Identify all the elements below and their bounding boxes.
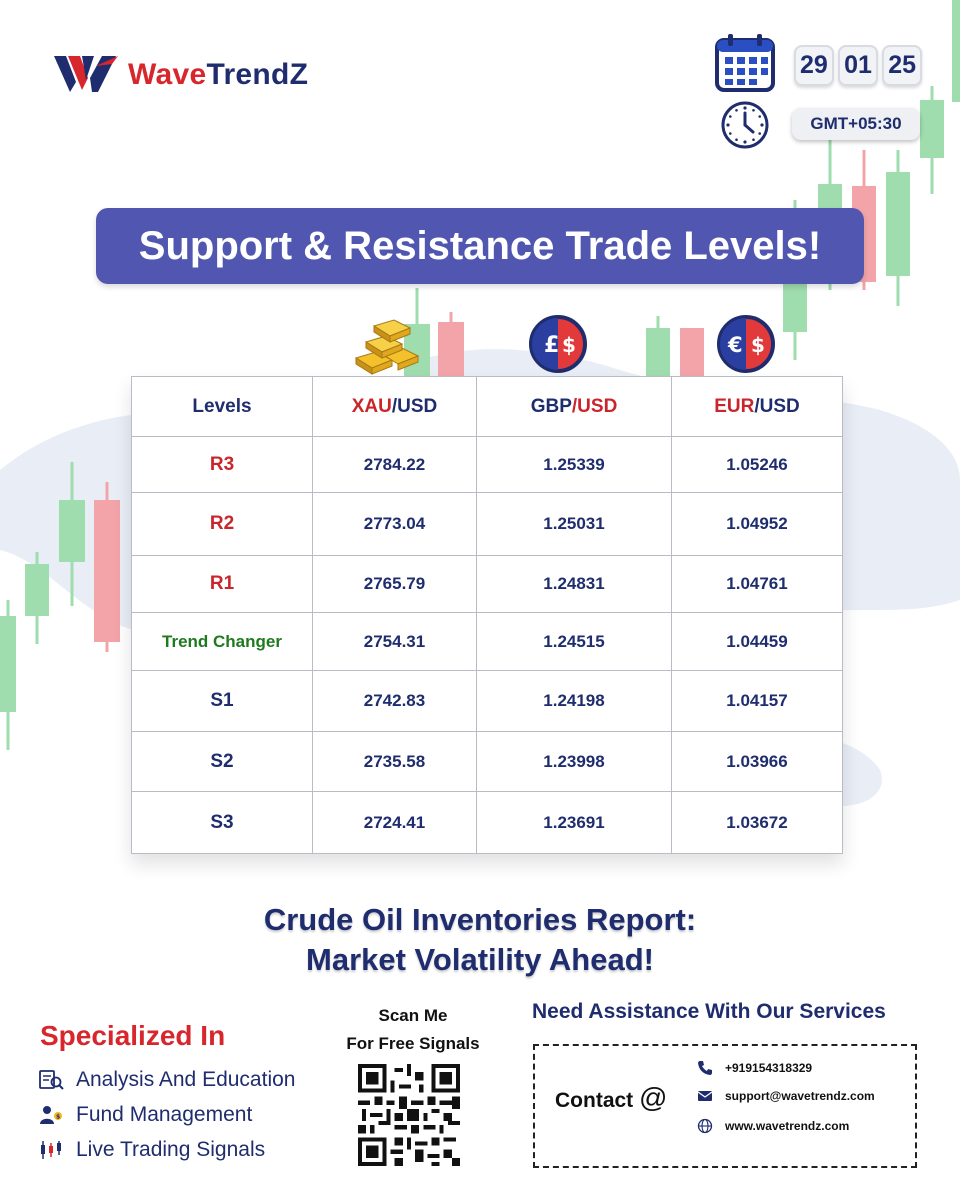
- date-year: 25: [882, 44, 922, 86]
- gbp-value: 1.24515: [476, 612, 672, 671]
- phone-icon: [698, 1061, 712, 1075]
- contact-box: Contact @ +919154318329 support@wavetren…: [533, 1044, 917, 1168]
- table-row: S2 2735.58 1.23998 1.03966: [131, 731, 843, 792]
- table-row: S3 2724.41 1.23691 1.03672: [131, 791, 843, 854]
- contact-email[interactable]: support@wavetrendz.com: [697, 1088, 875, 1104]
- candlestick: [438, 312, 464, 378]
- eur-value: 1.03966: [671, 731, 843, 792]
- header-xau-usd: XAU/USD: [312, 376, 477, 437]
- specialized-title: Specialized In: [40, 1020, 226, 1051]
- specialized-list: Analysis And Education $ Fund Management…: [38, 1062, 295, 1167]
- fund-icon: $: [40, 1105, 62, 1124]
- list-item: Live Trading Signals: [38, 1132, 295, 1167]
- svg-text:€: €: [727, 333, 743, 357]
- level-label: S3: [131, 791, 313, 854]
- brand-name: WaveTrendZ: [128, 58, 309, 91]
- table-row: R3 2784.22 1.25339 1.05246: [131, 436, 843, 493]
- headline-line-2: Market Volatility Ahead!: [306, 942, 654, 977]
- email-icon: [697, 1091, 713, 1101]
- table-row: R1 2765.79 1.24831 1.04761: [131, 555, 843, 613]
- wave-logo-icon: [54, 56, 118, 92]
- eur-value: 1.04459: [671, 612, 843, 671]
- brand-logo[interactable]: WaveTrendZ: [52, 52, 308, 98]
- header-levels: Levels: [131, 376, 313, 437]
- level-label: R3: [131, 436, 313, 493]
- xau-value: 2765.79: [312, 555, 477, 613]
- gbp-value: 1.25339: [476, 436, 672, 493]
- assistance-title: Need Assistance With Our Services: [532, 1000, 886, 1023]
- gbp-usd-icon: £ $: [529, 315, 587, 373]
- qr-code-icon[interactable]: [358, 1064, 460, 1166]
- page-title: Support & Resistance Trade Levels!: [96, 208, 864, 284]
- header-gbp-usd: GBP/USD: [476, 376, 672, 437]
- xau-value: 2724.41: [312, 791, 477, 854]
- headline-line-1: Crude Oil Inventories Report:: [263, 902, 697, 937]
- signals-icon: [41, 1140, 61, 1159]
- level-label: S2: [131, 731, 313, 792]
- candlestick: [886, 150, 910, 306]
- table-row: S1 2742.83 1.24198 1.04157: [131, 670, 843, 732]
- gbp-value: 1.23691: [476, 791, 672, 854]
- gbp-value: 1.25031: [476, 492, 672, 556]
- level-label: R1: [131, 555, 313, 613]
- contact-website[interactable]: www.wavetrendz.com: [697, 1118, 849, 1134]
- analysis-icon: [39, 1069, 64, 1090]
- table-header-row: Levels XAU/USD GBP/USD EUR/USD: [131, 376, 843, 437]
- candlestick: [94, 482, 120, 652]
- xau-value: 2735.58: [312, 731, 477, 792]
- contact-phone[interactable]: +919154318329: [697, 1060, 812, 1076]
- xau-value: 2773.04: [312, 492, 477, 556]
- date-day: 29: [794, 44, 834, 86]
- eur-value: 1.04157: [671, 670, 843, 732]
- globe-icon: [697, 1118, 713, 1134]
- level-label: Trend Changer: [131, 612, 313, 671]
- candlestick: [920, 86, 944, 194]
- eur-value: 1.04761: [671, 555, 843, 613]
- table-row: Trend Changer 2754.31 1.24515 1.04459: [131, 612, 843, 671]
- eur-usd-icon: € $: [717, 315, 775, 373]
- clock-icon: [721, 101, 769, 149]
- list-item: Analysis And Education: [38, 1062, 295, 1097]
- candlestick: [952, 0, 960, 102]
- date-display: 29 01 25: [788, 42, 928, 88]
- news-headline: Crude Oil Inventories Report: Market Vol…: [0, 900, 960, 980]
- gold-bars-icon: [354, 319, 420, 375]
- header-eur-usd: EUR/USD: [671, 376, 843, 437]
- svg-text:$: $: [562, 333, 576, 357]
- xau-value: 2784.22: [312, 436, 477, 493]
- timezone-badge: GMT+05:30: [792, 108, 920, 140]
- calendar-icon: [715, 34, 775, 92]
- candlestick: [680, 328, 704, 378]
- eur-value: 1.05246: [671, 436, 843, 493]
- gbp-value: 1.24831: [476, 555, 672, 613]
- eur-value: 1.04952: [671, 492, 843, 556]
- contact-label: Contact @: [555, 1082, 668, 1113]
- list-item: $ Fund Management: [38, 1097, 295, 1132]
- candlestick: [646, 316, 670, 378]
- table-row: R2 2773.04 1.25031 1.04952: [131, 492, 843, 556]
- gbp-value: 1.24198: [476, 670, 672, 732]
- level-label: S1: [131, 670, 313, 732]
- date-month: 01: [838, 44, 878, 86]
- candlestick: [59, 462, 85, 606]
- levels-table: Levels XAU/USD GBP/USD EUR/USD R3 2784.2…: [131, 376, 843, 854]
- candlestick: [25, 552, 49, 644]
- xau-value: 2754.31: [312, 612, 477, 671]
- scan-caption: Scan Me For Free Signals: [346, 1006, 480, 1053]
- level-label: R2: [131, 492, 313, 556]
- gbp-value: 1.23998: [476, 731, 672, 792]
- xau-value: 2742.83: [312, 670, 477, 732]
- candlestick: [0, 600, 16, 750]
- svg-text:$: $: [56, 1113, 60, 1120]
- svg-text:$: $: [751, 333, 765, 357]
- eur-value: 1.03672: [671, 791, 843, 854]
- svg-text:£: £: [544, 333, 559, 358]
